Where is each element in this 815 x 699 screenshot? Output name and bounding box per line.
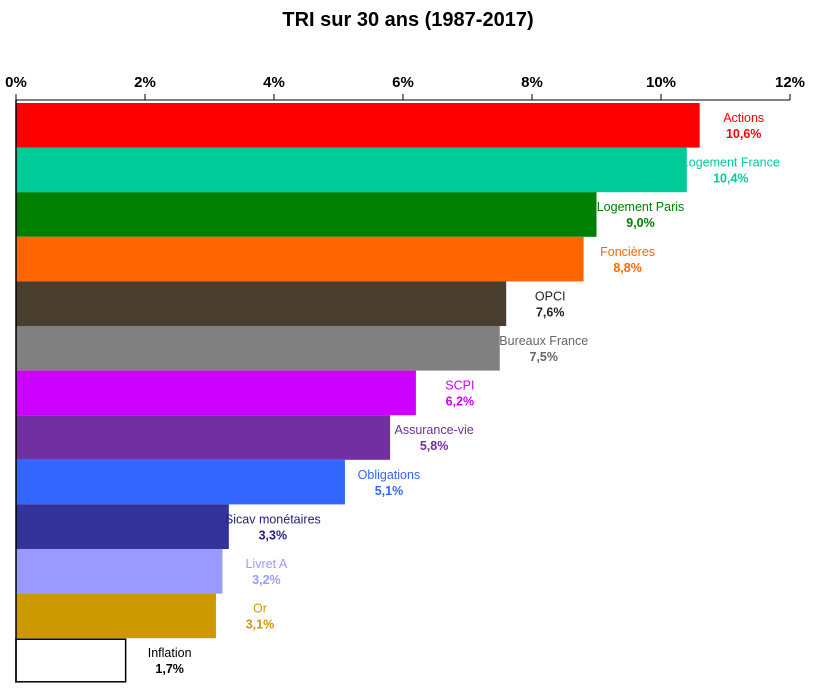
x-tick-label: 0% [5, 74, 27, 91]
bar [16, 326, 500, 371]
bar-value-label: 6,2% [446, 395, 475, 409]
bar [16, 147, 687, 193]
x-tick-label: 8% [521, 74, 543, 91]
bar-category-label: Bureaux France [499, 334, 588, 348]
bar-category-label: SCPI [445, 379, 474, 393]
bar [16, 504, 229, 549]
bar [16, 459, 345, 505]
bar-category-label: Or [253, 602, 267, 616]
x-tick-label: 6% [392, 74, 414, 91]
bar [16, 593, 216, 639]
bar-value-label: 10,6% [726, 127, 761, 141]
x-tick-label: 2% [134, 74, 156, 91]
x-tick-label: 4% [263, 74, 285, 91]
bar-value-label: 7,5% [530, 350, 559, 364]
bar-value-label: 3,1% [246, 618, 275, 632]
bar-category-label: Assurance-vie [394, 423, 473, 437]
bar-category-label: Sicav monétaires [225, 512, 321, 526]
bar-category-label: Actions [723, 111, 764, 125]
bar-value-label: 5,8% [420, 439, 449, 453]
bar-value-label: 5,1% [375, 484, 404, 498]
bar [16, 415, 391, 460]
x-tick-label: 12% [775, 74, 805, 91]
bar-category-label: Obligations [358, 468, 421, 482]
bar-value-label: 8,8% [613, 261, 642, 275]
bar-value-label: 1,7% [155, 662, 184, 676]
bar-category-label: OPCI [535, 289, 566, 303]
bar [16, 192, 597, 237]
bar-category-label: Logement France [682, 156, 780, 170]
x-tick-label: 10% [646, 74, 676, 91]
bar [16, 103, 700, 148]
bar-category-label: Livret A [246, 557, 288, 571]
chart-title: TRI sur 30 ans (1987-2017) [282, 9, 533, 31]
bars-group [15, 103, 700, 683]
bar-value-label: 3,2% [252, 573, 281, 587]
bar-value-label: 3,3% [259, 528, 288, 542]
bar [15, 638, 127, 683]
bar-value-label: 7,6% [536, 305, 565, 319]
bar [16, 549, 223, 594]
bar-value-label: 10,4% [713, 172, 748, 186]
bar-labels-group: Actions 10,6% Logement France 10,4% Logement… [148, 111, 780, 676]
bar-category-label: Foncières [600, 245, 655, 259]
bar-value-label: 9,0% [626, 216, 655, 230]
bar [16, 281, 507, 326]
bar [16, 370, 416, 416]
bar [16, 236, 584, 282]
bar-category-label: Logement Paris [597, 200, 685, 214]
bar-category-label: Inflation [148, 646, 192, 660]
x-axis-ticks: 0% 2% 4% 6% 8% 10% 12% [5, 74, 805, 101]
